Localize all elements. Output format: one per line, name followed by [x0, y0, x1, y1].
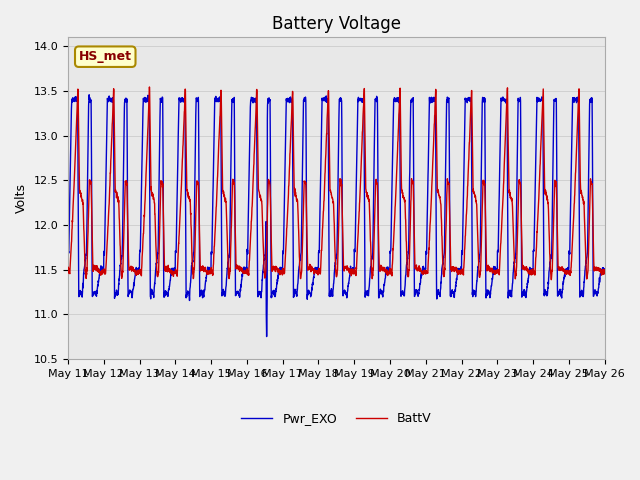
- Legend: Pwr_EXO, BattV: Pwr_EXO, BattV: [236, 407, 436, 430]
- Line: BattV: BattV: [68, 87, 605, 280]
- BattV: [293, 199, 301, 204]
- BattV: [601, 269, 609, 275]
- Pwr_EXO: [591, 291, 598, 297]
- BattV: [157, 180, 165, 185]
- BattV: [591, 264, 598, 270]
- Pwr_EXO: [64, 247, 72, 252]
- Text: HS_met: HS_met: [79, 50, 132, 63]
- BattV: [547, 277, 555, 283]
- BattV: [145, 84, 153, 90]
- Pwr_EXO: [294, 287, 301, 292]
- BattV: [532, 244, 540, 250]
- BattV: [270, 267, 278, 273]
- Pwr_EXO: [157, 96, 165, 102]
- BattV: [125, 267, 133, 273]
- Pwr_EXO: [270, 292, 278, 298]
- Pwr_EXO: [532, 106, 540, 112]
- Pwr_EXO: [85, 92, 93, 97]
- Y-axis label: Volts: Volts: [15, 183, 28, 213]
- Pwr_EXO: [125, 290, 133, 296]
- BattV: [64, 264, 72, 270]
- Pwr_EXO: [263, 334, 271, 339]
- Title: Battery Voltage: Battery Voltage: [272, 15, 401, 33]
- Line: Pwr_EXO: Pwr_EXO: [68, 95, 605, 336]
- Pwr_EXO: [601, 266, 609, 272]
